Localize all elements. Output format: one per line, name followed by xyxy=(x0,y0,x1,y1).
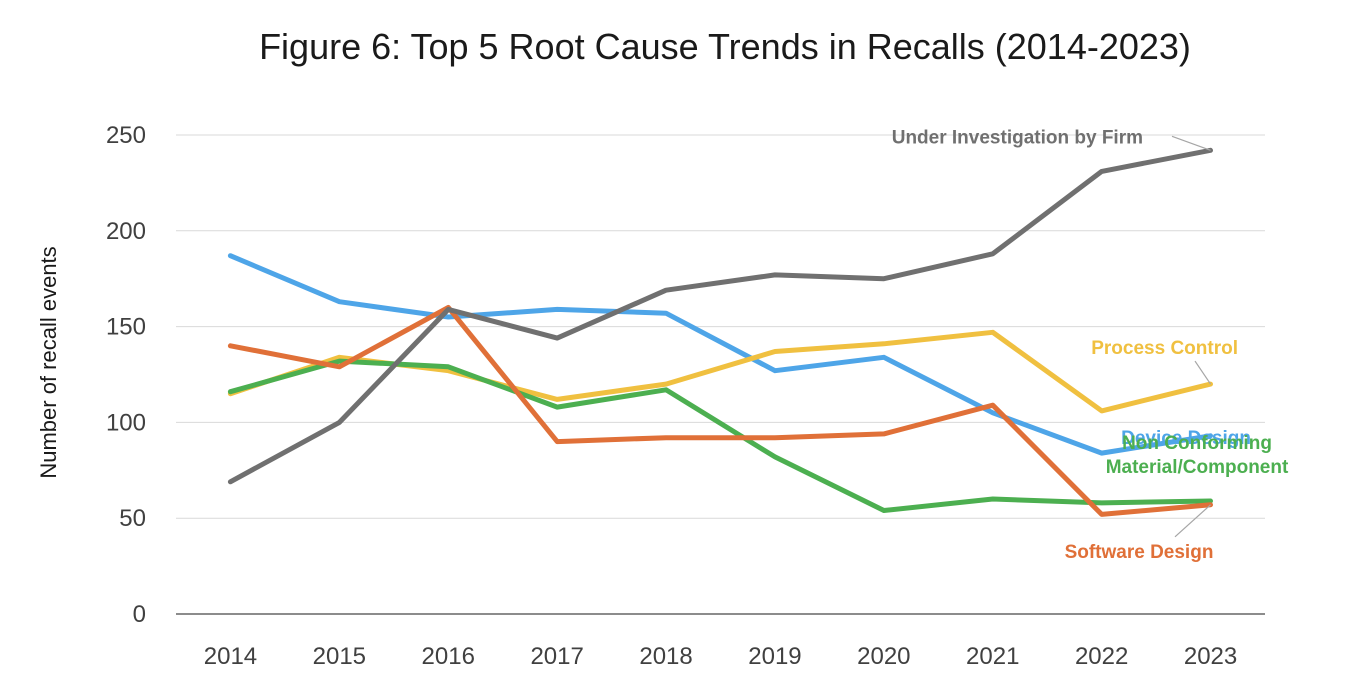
series-label-device-design: Device Design xyxy=(1121,428,1251,449)
y-tick-label: 0 xyxy=(133,601,146,628)
y-tick-label: 100 xyxy=(106,409,146,436)
x-tick-label: 2019 xyxy=(748,643,801,670)
y-axis-label: Number of recall events xyxy=(36,246,61,478)
axes: 0 50 100 150 200 250 2014 2015 2016 2017 2018 2019 2… xyxy=(36,122,1265,670)
x-tick-label: 2016 xyxy=(422,643,475,670)
x-tick-label: 2022 xyxy=(1075,643,1128,670)
series-label-process-control: Process Control xyxy=(1091,338,1238,359)
label-leader-line xyxy=(1194,360,1212,385)
chart-title: Figure 6: Top 5 Root Cause Trends in Rec… xyxy=(259,26,1191,67)
x-tick-label: 2020 xyxy=(857,643,910,670)
series-lines xyxy=(227,147,1213,517)
series-label-software-design: Software Design xyxy=(1065,542,1214,563)
label-leader-line xyxy=(1174,504,1211,538)
x-tick-label: 2023 xyxy=(1184,643,1237,670)
y-tick-label: 50 xyxy=(119,505,146,532)
x-tick-label: 2017 xyxy=(530,643,583,670)
y-tick-label: 200 xyxy=(106,218,146,245)
x-tick-label: 2018 xyxy=(639,643,692,670)
x-tick-label: 2015 xyxy=(313,643,366,670)
label-leader-line xyxy=(1171,135,1211,151)
x-tick-label: 2021 xyxy=(966,643,1019,670)
x-tick-label: 2014 xyxy=(204,643,257,670)
series-label-non-conforming-material-component: Material/Component xyxy=(1106,457,1289,478)
series-label-under-investigation-by-firm: Under Investigation by Firm xyxy=(892,127,1143,148)
series-label-non-conforming-material-component: Non Conforming xyxy=(1122,433,1272,454)
gridlines xyxy=(176,134,1265,519)
series-labels: Device Design Process Control Non Conformi… xyxy=(892,127,1289,562)
series-line-under-investigation-by-firm xyxy=(227,147,1213,485)
y-tick-label: 150 xyxy=(106,314,146,341)
series-line-software-design xyxy=(227,304,1213,517)
y-tick-label: 250 xyxy=(106,122,146,149)
series-line-device-design xyxy=(227,253,1213,456)
